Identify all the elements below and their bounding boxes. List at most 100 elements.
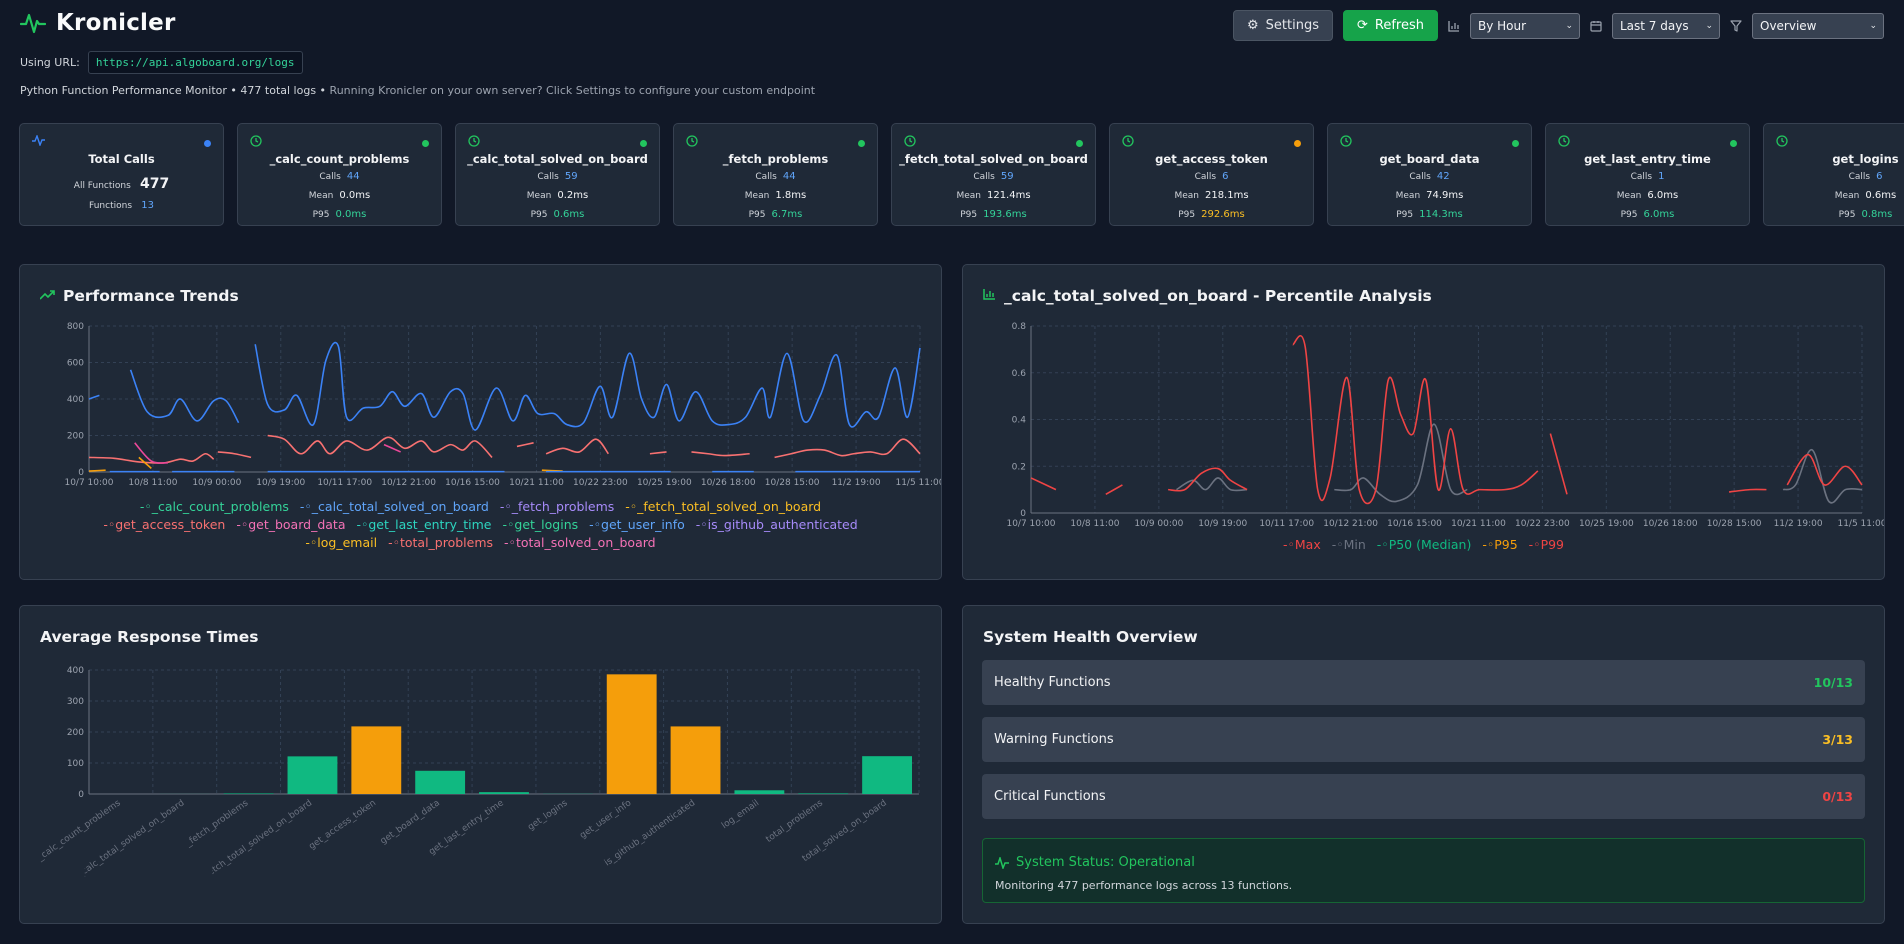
p95-label: P95	[960, 210, 978, 220]
function-card[interactable]: get_board_data Calls 42 Mean 74.9ms P95 114.3m…	[1327, 123, 1532, 226]
avg-title: Average Response Times	[40, 628, 259, 646]
legend-item[interactable]: -◦_calc_total_solved_on_board	[300, 499, 489, 514]
range-select[interactable]: Last 7 days ⌄	[1612, 12, 1720, 39]
activity-icon	[32, 133, 45, 149]
legend-item[interactable]: -◦get_last_entry_time	[356, 517, 491, 532]
p95-label: P95	[312, 210, 330, 220]
x-tick-label: 10/9 00:00	[1134, 519, 1183, 529]
functions-row: Functions 13	[20, 200, 223, 211]
p95-label: P95	[1396, 210, 1414, 220]
mean-label: Mean	[1174, 191, 1199, 201]
x-tick-label: 10/12 21:00	[1323, 519, 1378, 529]
series-line	[129, 369, 240, 424]
legend-item[interactable]: -◦get_user_info	[589, 517, 685, 532]
legend-item[interactable]: -◦get_logins	[503, 517, 579, 532]
chevron-down-icon: ⌄	[1565, 20, 1573, 31]
mean-label: Mean	[308, 191, 334, 201]
series-line	[1168, 467, 1248, 492]
function-card[interactable]: get_last_entry_time Calls 1 Mean 6.0ms P95 6.0…	[1545, 123, 1750, 226]
groupby-value: By Hour	[1478, 18, 1527, 33]
function-card[interactable]: _calc_count_problems Calls 44 Mean 0.0ms P95 0…	[237, 123, 442, 226]
mean-value: 121.4ms	[986, 190, 1031, 201]
legend-marker: -◦	[589, 517, 602, 532]
refresh-button[interactable]: ⟳ Refresh	[1343, 10, 1438, 41]
functions-value: 13	[141, 200, 154, 211]
p95-value: 292.6ms	[1201, 209, 1245, 220]
mean-value: 0.0ms	[339, 190, 371, 201]
mean-row: Mean 218.1ms	[1110, 190, 1313, 201]
calls-value: 42	[1436, 171, 1450, 182]
legend-label: total_problems	[399, 535, 494, 550]
legend-item[interactable]: -◦_fetch_problems	[500, 499, 614, 514]
calls-row: Calls 59	[892, 171, 1095, 182]
bar[interactable]	[670, 726, 721, 794]
percentile-chart[interactable]: 0 0.2 0.4 0.6 0.8 10/7 10:00 10/8 11:00 10/9 00…	[963, 315, 1884, 535]
legend-item[interactable]: -◦total_problems	[388, 535, 493, 550]
legend-item[interactable]: -◦get_access_token	[103, 517, 225, 532]
calls-label: Calls	[1409, 172, 1431, 182]
mean-value: 218.1ms	[1204, 190, 1249, 201]
p95-label: P95	[1178, 210, 1196, 220]
series-line	[267, 434, 493, 458]
y-tick-label: 400	[67, 395, 84, 405]
legend-item[interactable]: -◦_fetch_total_solved_on_board	[625, 499, 821, 514]
page-subtitle: Python Function Performance Monitor • 47…	[20, 84, 815, 97]
calls-value: 44	[346, 171, 360, 182]
legend-item[interactable]: -◦Min	[1332, 537, 1366, 552]
bar[interactable]	[223, 793, 274, 794]
series-line	[516, 442, 534, 448]
p95-value: 0.0ms	[335, 209, 367, 220]
bar[interactable]	[798, 793, 849, 794]
bar[interactable]	[479, 792, 529, 794]
endpoint-url[interactable]: https://api.algoboard.org/logs	[87, 51, 303, 74]
y-tick-label: 0.2	[1012, 462, 1026, 472]
bar[interactable]	[734, 790, 785, 794]
legend-item[interactable]: -◦P95	[1482, 537, 1517, 552]
bar[interactable]	[862, 756, 912, 794]
legend-marker: -◦	[695, 517, 708, 532]
series-line	[1175, 477, 1248, 492]
legend-item[interactable]: -◦P50 (Median)	[1377, 537, 1472, 552]
series-line	[1549, 433, 1568, 495]
mean-label: Mean	[744, 191, 770, 201]
settings-button[interactable]: ⚙ Settings	[1233, 10, 1333, 41]
legend-item[interactable]: -◦get_board_data	[236, 517, 345, 532]
groupby-select[interactable]: By Hour ⌄	[1470, 12, 1580, 39]
status-dot	[858, 140, 865, 147]
status-dot	[1730, 140, 1737, 147]
bar[interactable]	[606, 674, 657, 794]
bar[interactable]	[415, 770, 466, 794]
performance-trends-chart[interactable]: 0 200 400 600 800 10/7 10:00 10/8 11:00 10/9 00…	[20, 315, 941, 495]
legend-item[interactable]: -◦Max	[1283, 537, 1321, 552]
legend-item[interactable]: -◦P99	[1529, 537, 1564, 552]
function-card[interactable]: get_logins Calls 6 Mean 0.6ms P95 0.8ms	[1763, 123, 1904, 226]
legend-marker: -◦	[299, 499, 312, 514]
view-select[interactable]: Overview ⌄	[1752, 12, 1884, 39]
series-line	[774, 438, 921, 459]
function-card[interactable]: _calc_total_solved_on_board Calls 59 Mean 0.…	[455, 123, 660, 226]
function-card[interactable]: _fetch_total_solved_on_board Calls 59 Mean 1…	[891, 123, 1096, 226]
legend-item[interactable]: -◦is_github_authenticated	[696, 517, 858, 532]
legend-item[interactable]: -◦_calc_count_problems	[140, 499, 289, 514]
bar[interactable]	[351, 726, 402, 794]
function-card[interactable]: get_access_token Calls 6 Mean 218.1ms P95 292.…	[1109, 123, 1314, 226]
calls-value: 59	[564, 171, 578, 182]
mean-row: Mean 1.8ms	[674, 190, 877, 201]
legend-item[interactable]: -◦total_solved_on_board	[504, 535, 656, 550]
legend-marker: -◦	[625, 499, 638, 514]
x-label-clip: log_email	[720, 798, 761, 831]
status-detail: Monitoring 477 performance logs across 1…	[995, 879, 1293, 892]
legend-marker: -◦	[388, 535, 400, 550]
x-tick-label: 10/9 19:00	[256, 478, 305, 488]
legend-item[interactable]: -◦log_email	[305, 535, 377, 550]
y-tick-label: 100	[67, 759, 84, 769]
mean-row: Mean 0.0ms	[238, 190, 441, 201]
mean-row: Mean 74.9ms	[1328, 190, 1531, 201]
x-label-clip: _fetch_total_solved_on_board	[212, 798, 314, 878]
p95-label: P95	[1838, 210, 1856, 220]
mean-value: 1.8ms	[775, 190, 807, 201]
bar[interactable]	[287, 756, 338, 794]
legend-marker: -◦	[139, 499, 152, 514]
avg-response-chart[interactable]: 0100200300400_calc_count_problems_calc_t…	[20, 658, 941, 920]
function-card[interactable]: _fetch_problems Calls 44 Mean 1.8ms P95 6.7ms	[673, 123, 878, 226]
